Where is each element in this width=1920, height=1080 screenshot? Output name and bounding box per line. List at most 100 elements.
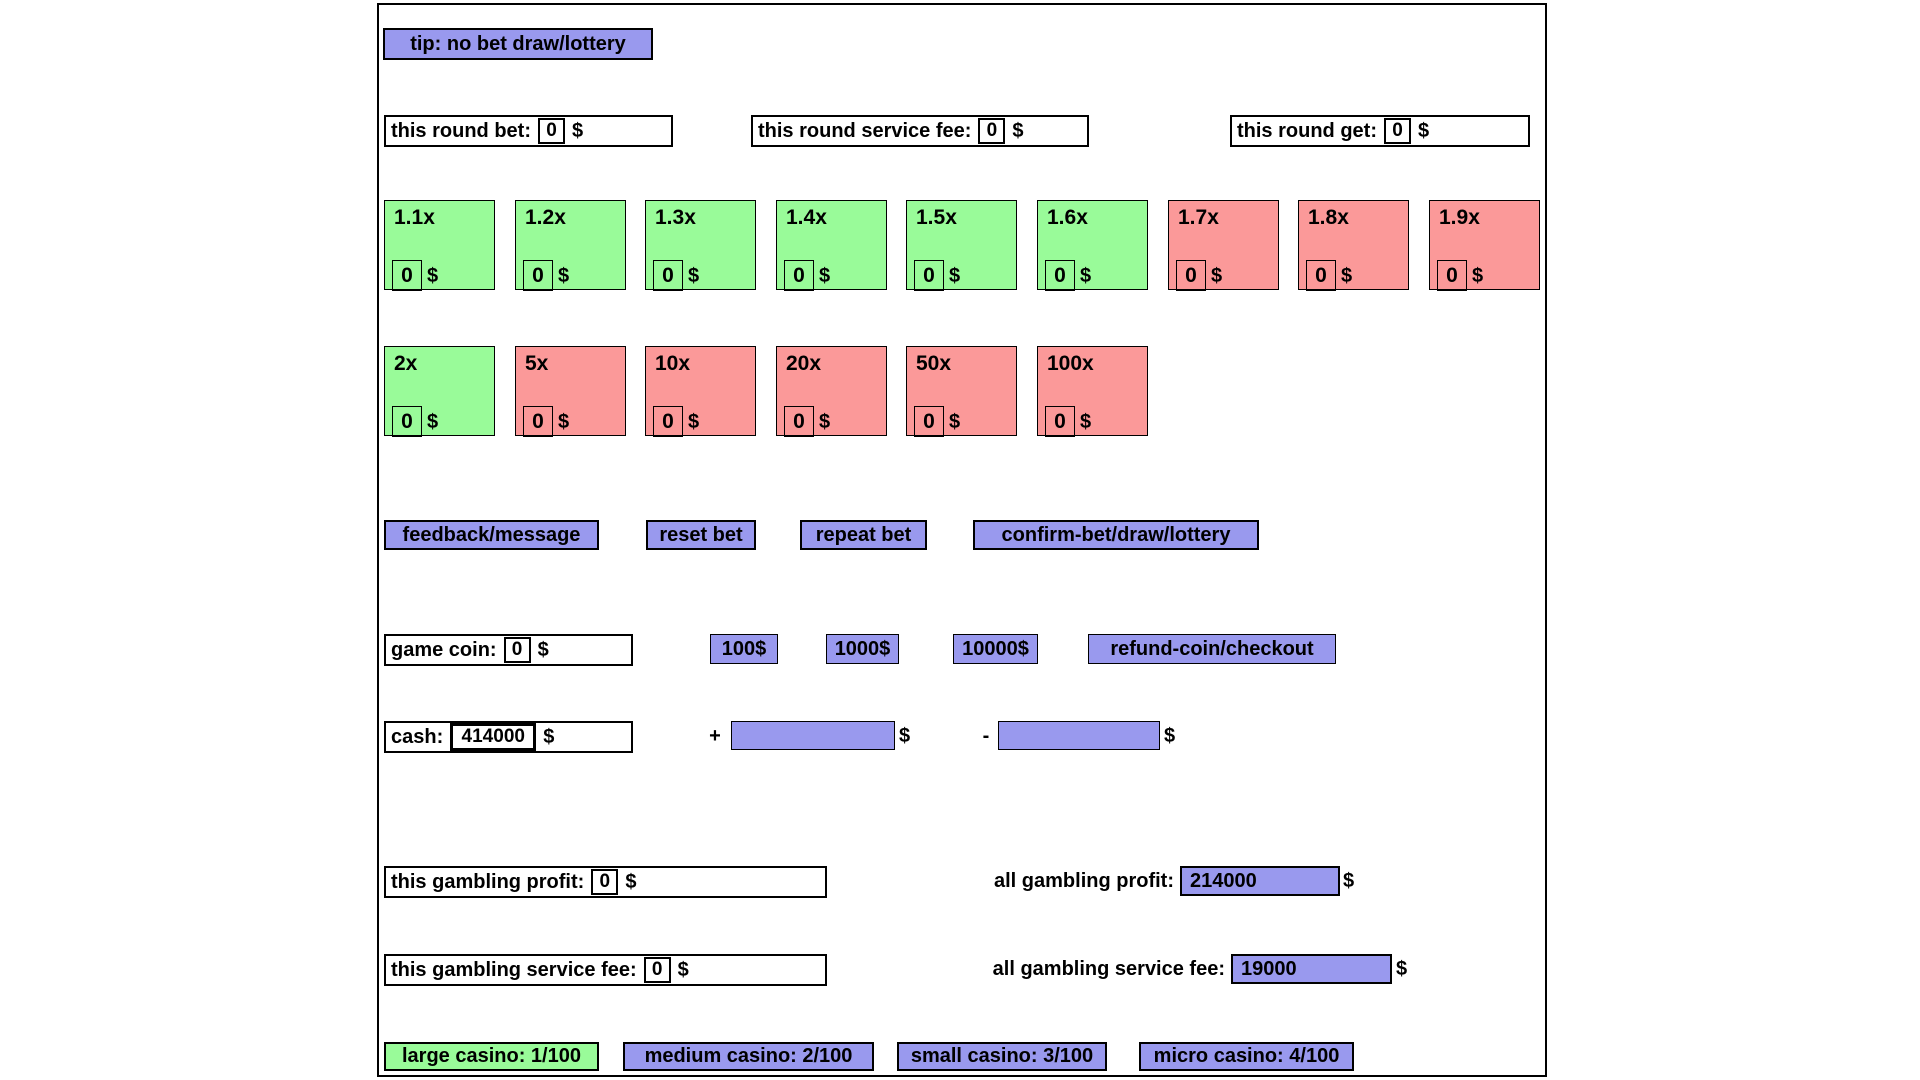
this-gambling-profit-input[interactable]: 0 [591, 869, 619, 895]
multiplier-label: 1.1x [394, 206, 435, 229]
feedback-message-button[interactable]: feedback/message [384, 520, 599, 550]
round-get-field: this round get: 0 $ [1230, 115, 1530, 147]
cash-add-input[interactable] [731, 721, 895, 750]
multiplier-label: 1.8x [1308, 206, 1349, 229]
multiplier-label: 2x [394, 352, 418, 375]
currency-label: $ [558, 411, 570, 433]
bet-input-5x[interactable]: 0 [523, 406, 553, 437]
currency-label: $ [1012, 119, 1024, 142]
bet-input-1-9x[interactable]: 0 [1437, 260, 1467, 291]
currency-label: $ [1341, 265, 1353, 287]
all-gambling-service-fee-label: all gambling service fee: [992, 958, 1225, 980]
bet-input-1-2x[interactable]: 0 [523, 260, 553, 291]
bet-cell-1-3x: 1.3x 0 $ [645, 200, 756, 291]
currency-label: $ [1396, 958, 1408, 980]
currency-label: $ [688, 265, 700, 287]
this-gambling-service-fee-label: this gambling service fee: [391, 958, 637, 981]
game-coin-field: game coin: 0 $ [384, 634, 633, 666]
casino-game-panel: tip: no bet draw/lottery this round bet:… [377, 3, 1547, 1077]
bet-cell-10x: 10x 0 $ [645, 346, 756, 437]
bet-input-2x[interactable]: 0 [392, 406, 422, 437]
multiplier-label: 20x [786, 352, 822, 375]
currency-label: $ [1343, 870, 1355, 892]
multiplier-label: 1.9x [1439, 206, 1480, 229]
multiplier-label: 5x [525, 352, 549, 375]
repeat-bet-button[interactable]: repeat bet [800, 520, 927, 550]
bet-cell-1-6x: 1.6x 0 $ [1037, 200, 1148, 291]
bet-input-10x[interactable]: 0 [653, 406, 683, 437]
multiplier-label: 10x [655, 352, 691, 375]
bet-input-1-5x[interactable]: 0 [914, 260, 944, 291]
bet-input-1-3x[interactable]: 0 [653, 260, 683, 291]
bet-cell-100x: 100x 0 $ [1037, 346, 1148, 437]
bet-cell-1-8x: 1.8x 0 $ [1298, 200, 1409, 291]
currency-label: $ [537, 638, 549, 661]
currency-label: $ [899, 725, 911, 747]
multiplier-label: 1.3x [655, 206, 696, 229]
multiplier-label: 1.2x [525, 206, 566, 229]
bet-cell-1-2x: 1.2x 0 $ [515, 200, 626, 291]
cash-input[interactable]: 414000 [450, 723, 537, 751]
multiplier-label: 1.7x [1178, 206, 1219, 229]
multiplier-label: 100x [1047, 352, 1094, 375]
bet-cell-1-5x: 1.5x 0 $ [906, 200, 1017, 291]
casino-tab-small[interactable]: small casino: 3/100 [897, 1042, 1107, 1071]
cash-subtract-input[interactable] [998, 721, 1160, 750]
round-service-fee-label: this round service fee: [758, 119, 972, 142]
currency-label: $ [571, 119, 584, 142]
currency-label: $ [1080, 265, 1092, 287]
plus-sign: + [709, 725, 721, 747]
round-service-fee-input[interactable]: 0 [978, 118, 1006, 144]
multiplier-label: 1.6x [1047, 206, 1088, 229]
currency-label: $ [427, 411, 439, 433]
cash-field: cash: 414000 $ [384, 721, 633, 753]
this-gambling-service-fee-input[interactable]: 0 [643, 957, 671, 983]
reset-bet-button[interactable]: reset bet [646, 520, 756, 550]
bet-input-1-4x[interactable]: 0 [784, 260, 814, 291]
bet-input-100x[interactable]: 0 [1045, 406, 1075, 437]
bet-cell-5x: 5x 0 $ [515, 346, 626, 437]
bet-cell-2x: 2x 0 $ [384, 346, 495, 437]
round-get-input[interactable]: 0 [1383, 118, 1411, 144]
bet-cell-1-4x: 1.4x 0 $ [776, 200, 887, 291]
currency-label: $ [949, 411, 961, 433]
add-1000-button[interactable]: 1000$ [826, 634, 899, 664]
bet-cell-50x: 50x 0 $ [906, 346, 1017, 437]
add-10000-button[interactable]: 10000$ [953, 634, 1038, 664]
bet-input-50x[interactable]: 0 [914, 406, 944, 437]
currency-label: $ [625, 870, 637, 893]
tip-banner: tip: no bet draw/lottery [383, 28, 653, 60]
casino-tab-micro[interactable]: micro casino: 4/100 [1139, 1042, 1354, 1071]
round-service-fee-field: this round service fee: 0 $ [751, 115, 1089, 147]
multiplier-label: 1.4x [786, 206, 827, 229]
bet-cell-1-9x: 1.9x 0 $ [1429, 200, 1540, 291]
currency-label: $ [1472, 265, 1484, 287]
currency-label: $ [949, 265, 961, 287]
casino-tab-medium[interactable]: medium casino: 2/100 [623, 1042, 874, 1071]
round-bet-field: this round bet: 0 $ [384, 115, 673, 147]
minus-sign: - [982, 725, 990, 747]
currency-label: $ [1211, 265, 1223, 287]
add-100-button[interactable]: 100$ [710, 634, 778, 664]
multiplier-label: 50x [916, 352, 952, 375]
bet-input-1-1x[interactable]: 0 [392, 260, 422, 291]
currency-label: $ [819, 265, 831, 287]
bet-input-1-8x[interactable]: 0 [1306, 260, 1336, 291]
currency-label: $ [677, 958, 689, 981]
casino-tab-large[interactable]: large casino: 1/100 [384, 1042, 599, 1071]
multiplier-label: 1.5x [916, 206, 957, 229]
currency-label: $ [688, 411, 700, 433]
this-gambling-profit-field: this gambling profit: 0 $ [384, 866, 827, 898]
confirm-bet-draw-lottery-button[interactable]: confirm-bet/draw/lottery [973, 520, 1259, 550]
bet-input-20x[interactable]: 0 [784, 406, 814, 437]
all-gambling-profit-value: 214000 [1180, 866, 1340, 896]
refund-coin-checkout-button[interactable]: refund-coin/checkout [1088, 634, 1336, 664]
bet-input-1-7x[interactable]: 0 [1176, 260, 1206, 291]
bet-input-1-6x[interactable]: 0 [1045, 260, 1075, 291]
game-coin-input[interactable]: 0 [503, 637, 531, 663]
this-gambling-service-fee-field: this gambling service fee: 0 $ [384, 954, 827, 986]
cash-label: cash: [391, 725, 444, 748]
round-bet-input[interactable]: 0 [537, 118, 565, 144]
currency-label: $ [819, 411, 831, 433]
currency-label: $ [1417, 119, 1430, 142]
